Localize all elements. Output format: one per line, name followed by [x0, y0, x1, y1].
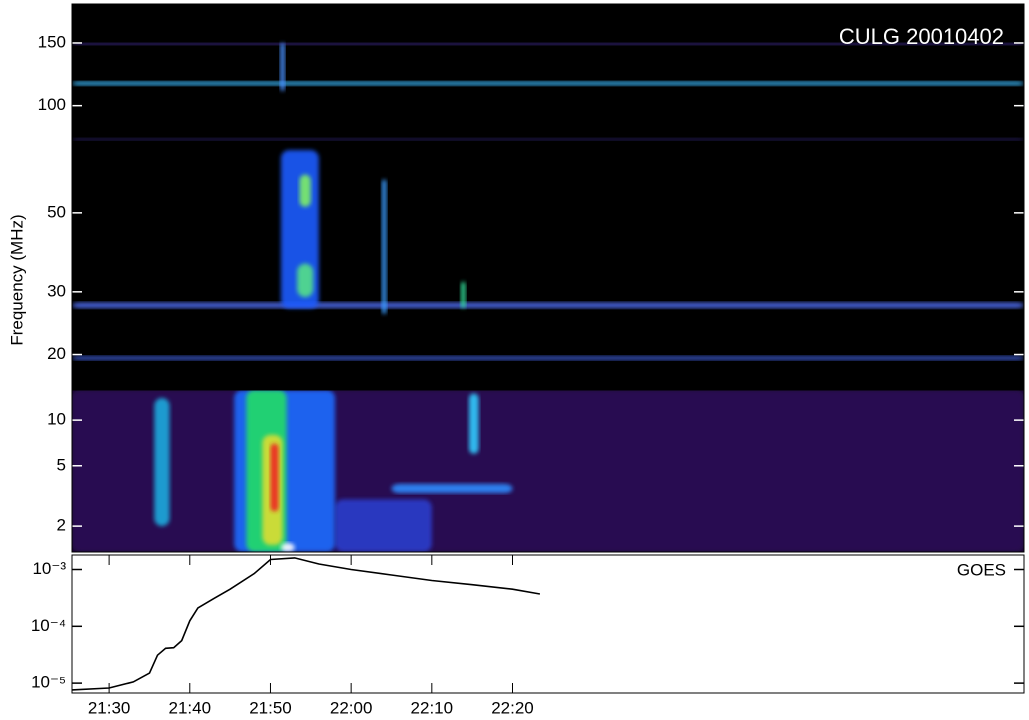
panel-frame	[71, 389, 1025, 553]
emission-feature	[270, 443, 279, 512]
y-tick-label: 2	[57, 516, 66, 535]
emission-feature	[72, 42, 1024, 46]
emission-feature	[297, 263, 314, 298]
x-tick-label: 21:40	[169, 698, 212, 717]
x-tick-label: 22:10	[411, 698, 454, 717]
emission-feature	[72, 356, 1024, 361]
emission-feature	[280, 42, 285, 91]
emission-feature	[154, 397, 170, 527]
y-tick-label: 10⁻³	[32, 559, 66, 578]
emission-feature	[72, 138, 1024, 141]
chart-title: CULG 20010402	[839, 24, 1004, 49]
y-tick-label: 10	[47, 410, 66, 429]
y-tick-label: 10⁻⁵	[31, 673, 66, 692]
x-tick-label: 22:00	[330, 698, 373, 717]
emission-feature	[72, 390, 1024, 552]
y-tick-label: 30	[47, 281, 66, 300]
goes-flux-line	[72, 557, 541, 691]
emission-feature	[381, 179, 387, 314]
emission-feature	[299, 174, 311, 207]
panel-background	[72, 555, 1024, 693]
panel	[72, 555, 1024, 693]
panel	[72, 390, 1024, 552]
y-tick-label: 10⁻⁴	[31, 616, 66, 635]
y-tick-label: 5	[57, 455, 66, 474]
emission-feature	[335, 499, 432, 552]
emission-feature	[72, 81, 1024, 86]
panel-frame	[71, 554, 1025, 694]
x-tick-label: 22:20	[491, 698, 534, 717]
emission-feature	[280, 542, 295, 552]
emission-feature	[72, 302, 1024, 309]
emission-feature	[460, 281, 466, 309]
emission-feature	[391, 483, 513, 494]
panel-background	[72, 4, 1024, 390]
panel-label: GOES	[957, 560, 1006, 579]
emission-feature	[468, 393, 479, 454]
y-axis-label: Frequency (MHz)	[7, 214, 26, 345]
y-tick-label: 150	[38, 32, 66, 51]
y-tick-label: 50	[47, 202, 66, 221]
x-tick-label: 21:50	[249, 698, 292, 717]
y-tick-label: 20	[47, 344, 66, 363]
y-tick-label: 100	[38, 95, 66, 114]
x-tick-label: 21:30	[88, 698, 131, 717]
panel	[72, 4, 1024, 390]
